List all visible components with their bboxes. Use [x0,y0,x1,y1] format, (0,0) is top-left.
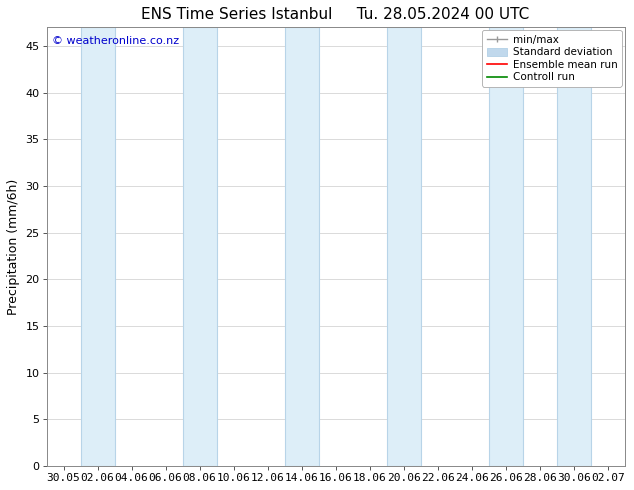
Bar [81,27,115,466]
Bar [285,27,319,466]
Legend: min/max, Standard deviation, Ensemble mean run, Controll run: min/max, Standard deviation, Ensemble me… [482,30,621,87]
Bar [489,27,522,466]
Title: ENS Time Series Istanbul     Tu. 28.05.2024 00 UTC: ENS Time Series Istanbul Tu. 28.05.2024 … [141,7,530,22]
Bar [183,27,217,466]
Text: © weatheronline.co.nz: © weatheronline.co.nz [53,36,179,46]
Bar [387,27,420,466]
Bar [557,27,591,466]
Y-axis label: Precipitation (mm/6h): Precipitation (mm/6h) [7,178,20,315]
